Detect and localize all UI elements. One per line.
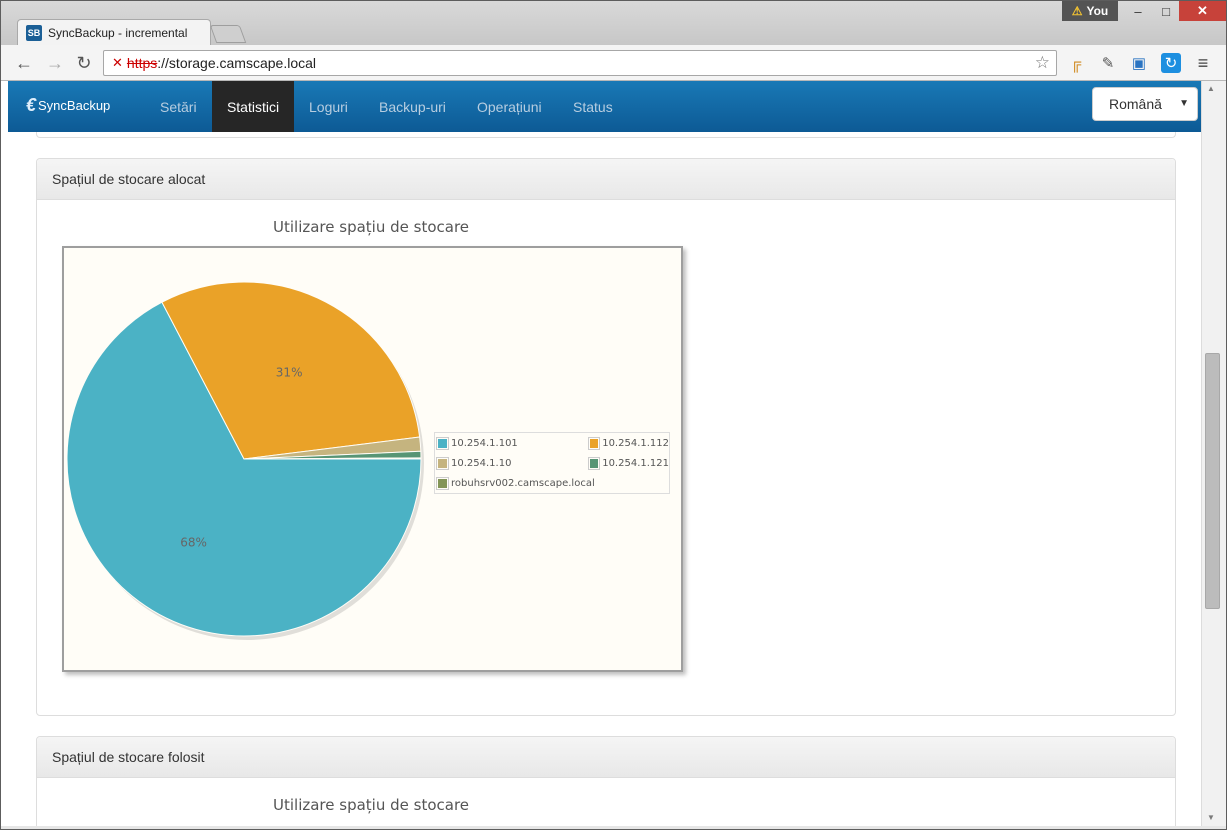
pie-chart: 68% 31% 10.254.1.101 10.254.1.112	[62, 246, 683, 672]
nav-item-status[interactable]: Status	[573, 98, 613, 115]
legend-label: 10.254.1.10	[451, 457, 512, 469]
chart-title: Utilizare spațiu de stocare	[273, 218, 470, 236]
close-window-button[interactable]: ✕	[1179, 1, 1226, 21]
slice-data-label: 68%	[180, 535, 207, 549]
scrollbar-thumb[interactable]	[1205, 353, 1220, 609]
nav-item-statistici[interactable]: Statistici	[212, 81, 294, 132]
nav-item-operatiuni[interactable]: Operațiuni	[477, 98, 542, 115]
language-select[interactable]: Română ▼	[1092, 87, 1198, 121]
legend-item: 10.254.1.112	[587, 436, 669, 450]
pie-slice[interactable]	[161, 281, 421, 460]
legend-swatch	[438, 458, 447, 468]
used-storage-panel: Spațiul de stocare folosit Utilizare spa…	[36, 736, 1176, 826]
browser-toolbar: ← → ↻ ✕ https ://storage.camscape.local …	[1, 45, 1226, 81]
maximize-button[interactable]: □	[1162, 3, 1170, 19]
legend-label: 10.254.1.101	[451, 437, 518, 449]
legend-swatch	[590, 438, 599, 448]
panel-heading: Spațiul de stocare alocat	[37, 159, 1175, 200]
chevron-down-icon: ▼	[1179, 98, 1189, 109]
nav-item-setari[interactable]: Setări	[160, 98, 197, 115]
insecure-lock-icon: ✕	[112, 55, 123, 70]
url-host: ://storage.camscape.local	[157, 55, 317, 71]
tab-title: SyncBackup - incremental	[48, 26, 188, 40]
chart-title: Utilizare spațiu de stocare	[273, 796, 470, 814]
bookmark-star-icon[interactable]: ☆	[1034, 53, 1050, 72]
forward-arrow-icon[interactable]: →	[46, 52, 64, 73]
extension-window-icon[interactable]: ▣	[1131, 55, 1147, 72]
allocated-storage-panel: Spațiul de stocare alocat Utilizare spaț…	[36, 158, 1176, 716]
menu-icon[interactable]: ≡	[1197, 52, 1209, 73]
legend-item: robuhsrv002.camscape.local	[435, 476, 669, 490]
syncbackup-logo-icon: €	[26, 95, 37, 115]
previous-panel-bottom	[36, 132, 1176, 138]
scroll-up-arrow-icon[interactable]: ▲	[1207, 84, 1215, 93]
profile-name: You	[1086, 4, 1109, 18]
slice-data-label: 31%	[276, 366, 303, 380]
legend-item: 10.254.1.121	[587, 456, 669, 470]
new-tab-button[interactable]	[209, 25, 247, 43]
legend-label: 10.254.1.112	[602, 437, 669, 449]
nav-item-backup-uri[interactable]: Backup-uri	[379, 98, 446, 115]
legend-swatch	[438, 478, 447, 488]
legend-label: 10.254.1.121	[602, 457, 669, 469]
language-value: Română	[1109, 96, 1162, 112]
eyedropper-icon[interactable]: ✎	[1101, 55, 1115, 72]
pie-slice[interactable]	[66, 301, 422, 637]
address-bar[interactable]: ✕ https ://storage.camscape.local ☆	[103, 50, 1057, 76]
legend-swatch	[438, 438, 447, 448]
scroll-down-arrow-icon[interactable]: ▼	[1207, 813, 1215, 822]
chart-legend: 10.254.1.101 10.254.1.112 10.254.1.10	[434, 432, 670, 494]
sync-extension-icon[interactable]: ↻	[1161, 53, 1181, 73]
reload-icon[interactable]: ↻	[76, 52, 92, 73]
warning-icon: ⚠	[1071, 4, 1083, 18]
legend-swatch	[590, 458, 599, 468]
browser-tab[interactable]: SB SyncBackup - incremental	[17, 19, 211, 46]
legend-item: 10.254.1.10	[435, 456, 587, 470]
url-scheme: https	[126, 55, 158, 71]
brand-name: SyncBackup	[38, 98, 111, 113]
brand-logo[interactable]: € SyncBackup	[26, 95, 110, 116]
panel-heading: Spațiul de stocare folosit	[37, 737, 1175, 778]
page-viewport: € SyncBackup Setări Statistici Loguri Ba…	[1, 81, 1226, 826]
legend-item: 10.254.1.101	[435, 436, 587, 450]
profile-button[interactable]: ⚠ You	[1062, 1, 1118, 21]
nav-item-loguri[interactable]: Loguri	[309, 98, 348, 115]
tab-strip: SB SyncBackup - incremental ⚠ You – □ ✕	[1, 1, 1226, 46]
minimize-button[interactable]: –	[1134, 3, 1142, 19]
app-navbar: € SyncBackup Setări Statistici Loguri Ba…	[8, 81, 1201, 132]
vertical-scrollbar[interactable]: ▲ ▼	[1201, 81, 1226, 826]
extension-ruler-icon[interactable]: ╔	[1070, 54, 1082, 72]
pie-slice[interactable]	[243, 457, 422, 460]
legend-label: robuhsrv002.camscape.local	[451, 477, 595, 489]
pie-chart-svg: 68% 31%	[66, 281, 424, 640]
syncbackup-favicon-icon: SB	[26, 25, 42, 41]
back-arrow-icon[interactable]: ←	[15, 52, 33, 73]
